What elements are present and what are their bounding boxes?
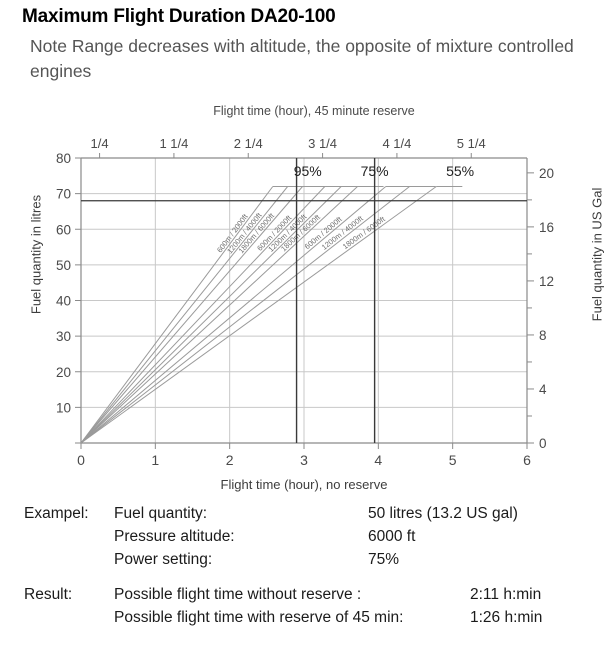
example-name-2: Power setting: xyxy=(114,551,213,568)
result-name-0: Possible flight time without reserve : xyxy=(114,586,362,603)
flight-duration-chart: 600m / 2000ft 1200m / 4000ft 1800m / 6000f… xyxy=(28,136,605,492)
x-tick-label: 2 xyxy=(226,452,234,468)
performance-line xyxy=(80,186,274,444)
y2-tick-label: 16 xyxy=(539,220,554,235)
power-setting-label: 55% xyxy=(446,163,474,179)
x-tick-label: 0 xyxy=(77,452,85,468)
performance-line xyxy=(80,186,289,444)
performance-line xyxy=(80,186,303,444)
example-row: Pressure altitude: 6000 ft xyxy=(0,528,614,551)
power-setting-label: 95% xyxy=(294,163,322,179)
performance-line xyxy=(80,186,358,444)
x-axis-title: Flight time (hour), no reserve xyxy=(220,477,388,492)
y-tick-label: 30 xyxy=(56,329,71,344)
example-name-1: Pressure altitude: xyxy=(114,528,235,545)
example-row: Exampel: Fuel quantity: 50 litres (13.2 … xyxy=(0,505,614,528)
performance-line xyxy=(80,186,437,444)
example-label: Exampel: xyxy=(24,505,89,522)
y-tick-label: 20 xyxy=(56,365,71,380)
x-tick-label: 5 xyxy=(449,452,457,468)
performance-line xyxy=(80,186,326,444)
page-title: Maximum Flight Duration DA20-100 xyxy=(22,6,336,27)
example-name-0: Fuel quantity: xyxy=(114,505,208,522)
y-tick-label: 60 xyxy=(56,222,71,237)
performance-line xyxy=(80,186,342,444)
top-axis-tick-label: 1/4 xyxy=(91,136,109,151)
top-axis-tick-label: 1 1/4 xyxy=(159,136,188,151)
result-label: Result: xyxy=(24,586,73,603)
x-tick-label: 1 xyxy=(151,452,159,468)
y2-axis-title: Fuel quantity in US Gal xyxy=(589,187,605,322)
y-tick-label: 10 xyxy=(56,400,71,415)
example-value-0: 50 litres (13.2 US gal) xyxy=(368,505,518,522)
top-axis-title-text: Flight time (hour), 45 minute reserve xyxy=(213,104,415,118)
example-block: Exampel: Fuel quantity: 50 litres (13.2 … xyxy=(0,505,614,632)
y2-tick-label: 0 xyxy=(539,436,547,451)
x-tick-label: 6 xyxy=(523,452,531,468)
result-row: Possible flight time with reserve of 45 … xyxy=(0,609,614,632)
performance-line xyxy=(80,186,387,444)
top-axis-tick-label: 4 1/4 xyxy=(382,136,411,151)
top-axis-tick-label: 2 1/4 xyxy=(234,136,263,151)
result-name-1: Possible flight time with reserve of 45 … xyxy=(114,609,404,626)
example-value-2: 75% xyxy=(368,551,400,568)
page-subtitle: Note Range decreases with altitude, the … xyxy=(30,36,574,81)
result-value-1: 1:26 h:min xyxy=(470,609,543,626)
x-tick-label: 3 xyxy=(300,452,308,468)
y2-tick-label: 4 xyxy=(539,382,547,397)
example-row: Power setting: 75% xyxy=(0,551,614,574)
top-axis-tick-label: 3 1/4 xyxy=(308,136,337,151)
y2-tick-label: 20 xyxy=(539,166,554,181)
power-setting-label: 75% xyxy=(361,163,389,179)
y-axis-title: Fuel quantity in litres xyxy=(28,194,44,315)
y-tick-label: 70 xyxy=(56,187,71,202)
top-axis-title: Flight time (hour), 45 minute reserve xyxy=(0,104,614,118)
performance-line xyxy=(80,186,410,444)
y2-tick-label: 12 xyxy=(539,274,554,289)
y-tick-label: 40 xyxy=(56,294,71,309)
y2-tick-label: 8 xyxy=(539,328,547,343)
result-value-0: 2:11 h:min xyxy=(470,586,542,603)
top-axis-tick-label: 5 1/4 xyxy=(457,136,486,151)
example-value-1: 6000 ft xyxy=(368,528,416,545)
y-tick-label: 80 xyxy=(56,151,71,166)
result-row: Result: Possible flight time without res… xyxy=(0,586,614,609)
x-tick-label: 4 xyxy=(374,452,382,468)
y-tick-label: 50 xyxy=(56,258,71,273)
